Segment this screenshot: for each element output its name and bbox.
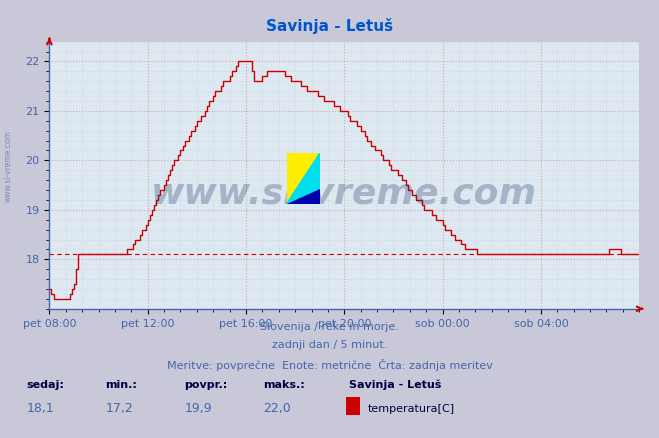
Polygon shape [287, 153, 320, 204]
Text: min.:: min.: [105, 380, 137, 390]
Text: www.si-vreme.com: www.si-vreme.com [152, 177, 537, 211]
Text: Savinja - Letuš: Savinja - Letuš [349, 379, 442, 390]
Text: 22,0: 22,0 [264, 402, 291, 415]
Text: Savinja - Letuš: Savinja - Letuš [266, 18, 393, 34]
Text: temperatura[C]: temperatura[C] [368, 404, 455, 414]
Polygon shape [287, 188, 320, 204]
Text: 17,2: 17,2 [105, 402, 133, 415]
Polygon shape [287, 153, 320, 204]
Text: povpr.:: povpr.: [185, 380, 228, 390]
Text: zadnji dan / 5 minut.: zadnji dan / 5 minut. [272, 340, 387, 350]
Text: Meritve: povprečne  Enote: metrične  Črta: zadnja meritev: Meritve: povprečne Enote: metrične Črta:… [167, 359, 492, 371]
Text: Slovenija / reke in morje.: Slovenija / reke in morje. [260, 322, 399, 332]
Text: 18,1: 18,1 [26, 402, 54, 415]
Text: 19,9: 19,9 [185, 402, 212, 415]
Text: sedaj:: sedaj: [26, 380, 64, 390]
Text: maks.:: maks.: [264, 380, 305, 390]
Text: www.si-vreme.com: www.si-vreme.com [3, 131, 13, 202]
